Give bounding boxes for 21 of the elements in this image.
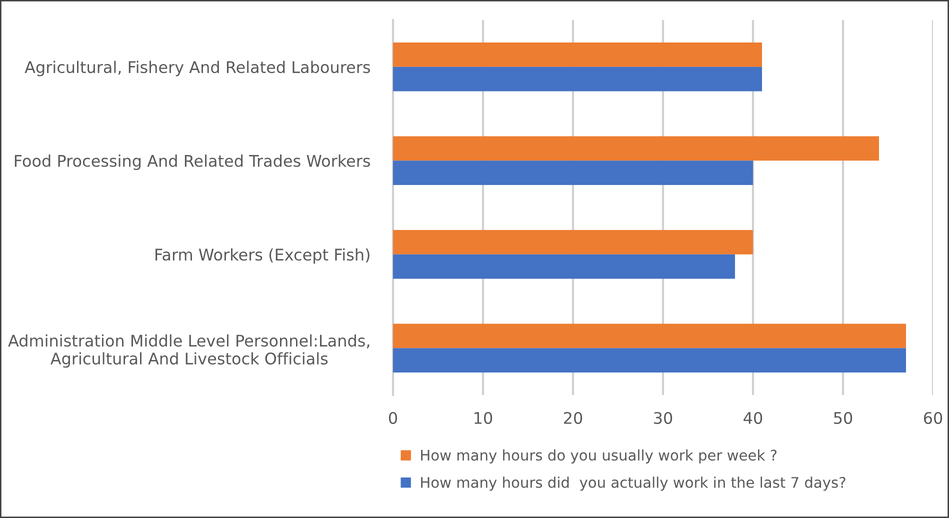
y-tick-label: Farm Workers (Except Fish) — [156, 248, 370, 264]
bar — [393, 42, 762, 67]
y-tick-label: Food Processing And Related Trades Workers — [14, 154, 370, 170]
y-tick-label: Administration Middle Level Personnel:Lands, Agricultural And Livestock Officials — [8, 334, 370, 368]
legend-label: How many hours did you actually work in the last 7 days? — [421, 476, 846, 491]
y-tick-label: Agricultural, Fishery And Related Labourers — [24, 60, 370, 76]
x-tick-label: 0 — [388, 412, 398, 424]
bar — [393, 160, 753, 185]
x-tick-label: 60 — [924, 412, 942, 424]
x-tick-label: 50 — [834, 412, 852, 424]
x-tick-label: 20 — [564, 412, 582, 424]
bar — [393, 324, 906, 348]
x-tick-label: 40 — [744, 412, 762, 424]
bar — [393, 230, 753, 254]
x-tick-label: 30 — [654, 412, 672, 424]
bar — [393, 348, 906, 372]
bar — [393, 136, 879, 161]
bar — [393, 254, 735, 279]
x-tick-label: 10 — [474, 412, 492, 424]
legend-label: How many hours do you usually work per week ? — [421, 449, 777, 464]
bar — [393, 66, 762, 92]
